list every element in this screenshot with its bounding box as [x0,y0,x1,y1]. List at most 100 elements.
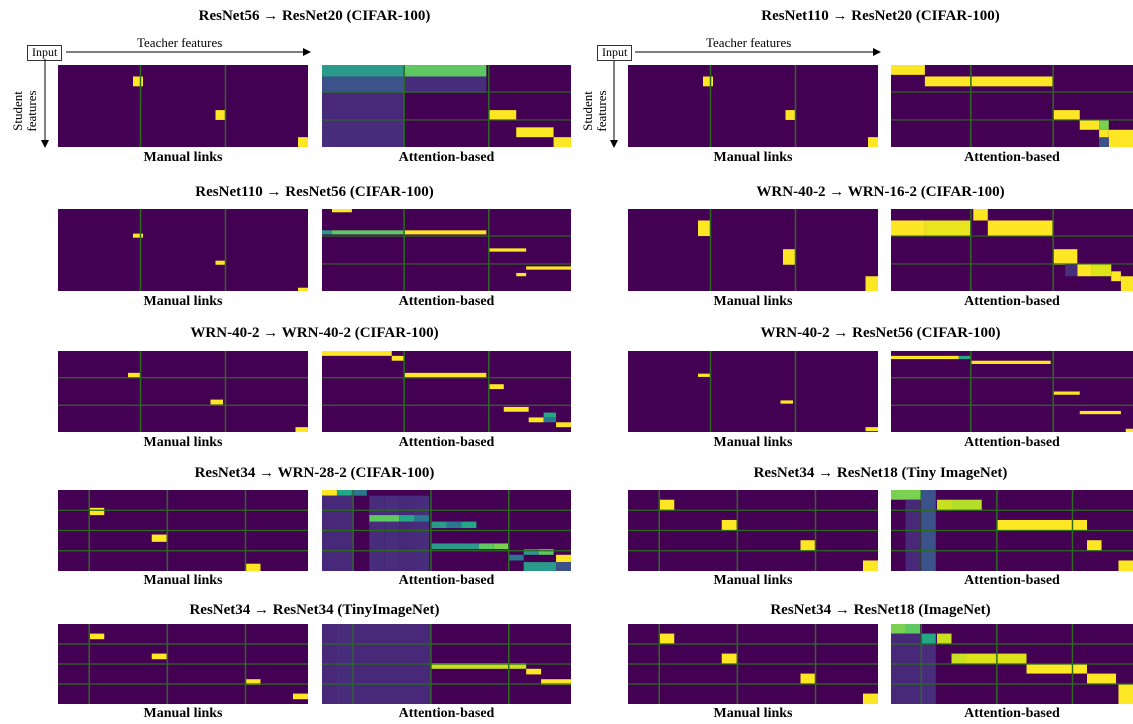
attention-heatmap-1-cell-0 [891,65,925,75]
attention-heatmap-6-cell-6 [399,495,415,571]
attention-heatmap-6-cell-2 [351,490,367,496]
attention-caption-8: Attention-based [398,706,495,721]
attention-heatmap-1-cell-2 [1053,110,1080,120]
attention-heatmap-6-cell-20 [556,554,571,563]
manual-heatmap-3-cell-2 [865,276,878,291]
manual-heatmap-8-cell-0 [89,633,105,640]
manual-heatmap-2-background [58,209,308,291]
attention-heatmap-6-cell-19 [508,554,524,561]
attention-heatmap-9 [891,624,1133,704]
attention-heatmap-6-cell-8 [369,515,400,522]
attention-heatmap-9-cell-8 [1118,684,1133,704]
attention-heatmap-9-cell-10 [891,633,922,704]
attention-heatmap-6-cell-21 [523,562,557,571]
panel-title-6: ResNet34 → WRN-28-2 (CIFAR-100) [194,465,435,481]
attention-heatmap-9-cell-7 [1087,673,1117,684]
manual-heatmap-8-cell-2 [245,679,261,685]
attention-heatmap-6-cell-15 [478,543,494,550]
attention-heatmap-2-cell-5 [526,266,571,270]
attention-heatmap-1-cell-3 [1079,119,1100,130]
manual-heatmap-4-cell-1 [210,399,223,405]
attention-heatmap-4-cell-7 [543,417,557,423]
attention-heatmap-1-cell-1 [924,76,1054,87]
attention-heatmap-6-cell-1 [336,490,352,496]
manual-caption-6: Manual links [143,573,223,588]
attention-heatmap-4-cell-3 [488,384,504,390]
attention-heatmap-8-cell-3 [526,668,542,675]
attention-heatmap-2-cell-3 [404,230,487,235]
attention-heatmap-3-cell-1 [891,220,925,237]
attention-heatmap-7-cell-5 [1087,540,1102,551]
manual-heatmap-9-cell-1 [721,653,737,664]
attention-caption-3: Attention-based [964,294,1060,309]
teacher-features-label: Teacher features [137,35,223,50]
attention-heatmap-9-cell-2 [921,633,936,644]
panel-title-3: WRN-40-2 → WRN-16-2 (CIFAR-100) [756,184,1005,200]
attention-heatmap-6-cell-3 [322,495,354,571]
attention-heatmap-4-cell-6 [543,412,557,418]
attention-heatmap-6-cell-13 [461,521,477,529]
manual-heatmap-7-cell-2 [800,540,816,551]
manual-caption-3: Manual links [713,294,793,309]
attention-caption-0: Attention-based [398,150,495,165]
manual-caption-8: Manual links [143,706,223,721]
panel-title-7: ResNet34 → ResNet18 (Tiny ImageNet) [753,465,1008,481]
attention-heatmap-2-cell-4 [488,248,527,252]
attention-heatmap-1 [891,65,1133,147]
attention-heatmap-0-cell-6 [488,110,517,120]
attention-heatmap-1-cell-4 [1099,119,1109,130]
attention-heatmap-8-cell-2 [431,663,527,669]
manual-heatmap-5-cell-0 [698,373,711,377]
attention-heatmap-3-cell-0 [973,209,988,221]
panel-title-8: ResNet34 → ResNet34 (TinyImageNet) [189,602,440,618]
attention-heatmap-3-cell-5 [1077,263,1092,277]
attention-heatmap-9-cell-1 [905,624,921,634]
attention-heatmap-3-cell-7 [1111,271,1121,282]
manual-heatmap-1 [628,65,878,147]
manual-heatmap-0-background [58,65,308,147]
attention-heatmap-2-cell-0 [331,209,352,213]
attention-heatmap-5-cell-4 [1079,410,1121,415]
manual-heatmap-2-cell-0 [133,233,143,238]
attention-heatmap-0-cell-1 [404,65,487,77]
manual-heatmap-7 [628,490,878,571]
manual-heatmap-1-cell-2 [868,137,878,147]
attention-heatmap-6-cell-16 [493,543,509,550]
attention-heatmap-3-cell-4 [1053,249,1078,265]
attention-heatmap-9-cell-6 [1026,664,1088,674]
manual-heatmap-6 [58,490,308,571]
attention-heatmap-0 [322,65,571,147]
attention-heatmap-3-cell-9 [1065,263,1078,277]
attention-heatmap-0-cell-3 [404,76,487,93]
manual-heatmap-5-cell-2 [865,427,878,432]
attention-caption-6: Attention-based [398,573,495,588]
manual-heatmap-5-background [628,351,878,432]
student-features-right-line2: features [594,90,609,132]
attention-heatmap-6-cell-10 [414,515,430,522]
attention-heatmap-5 [891,351,1133,432]
manual-caption-4: Manual links [143,435,223,450]
attention-heatmap-9-cell-3 [936,633,952,644]
manual-caption-7: Manual links [713,573,793,588]
attention-heatmap-4 [322,351,571,432]
attention-heatmap-9-cell-4 [951,653,967,664]
manual-heatmap-4-background [58,351,308,432]
manual-heatmap-7-cell-0 [659,499,675,511]
manual-heatmap-0 [58,65,308,147]
attention-heatmap-4-cell-2 [404,372,487,378]
attention-heatmap-7-cell-7 [905,499,921,571]
panel-title-9: ResNet34 → ResNet18 (ImageNet) [770,602,991,618]
attention-heatmap-6-cell-9 [399,515,415,522]
manual-heatmap-1-background [628,65,878,147]
teacher-features-label-right: Teacher features [706,35,792,50]
manual-heatmap-3-cell-1 [783,249,796,265]
attention-heatmap-4-cell-4 [503,406,529,412]
attention-heatmap-7-cell-4 [997,519,1088,531]
manual-heatmap-3 [628,209,878,291]
manual-heatmap-6-cell-1 [151,534,167,542]
student-features-line1: Student [10,91,25,131]
attention-heatmap-7 [891,490,1133,571]
attention-heatmap-7-cell-6 [1118,560,1133,571]
attention-heatmap-7-cell-3 [951,499,982,511]
attention-heatmap-4-cell-8 [556,422,571,428]
